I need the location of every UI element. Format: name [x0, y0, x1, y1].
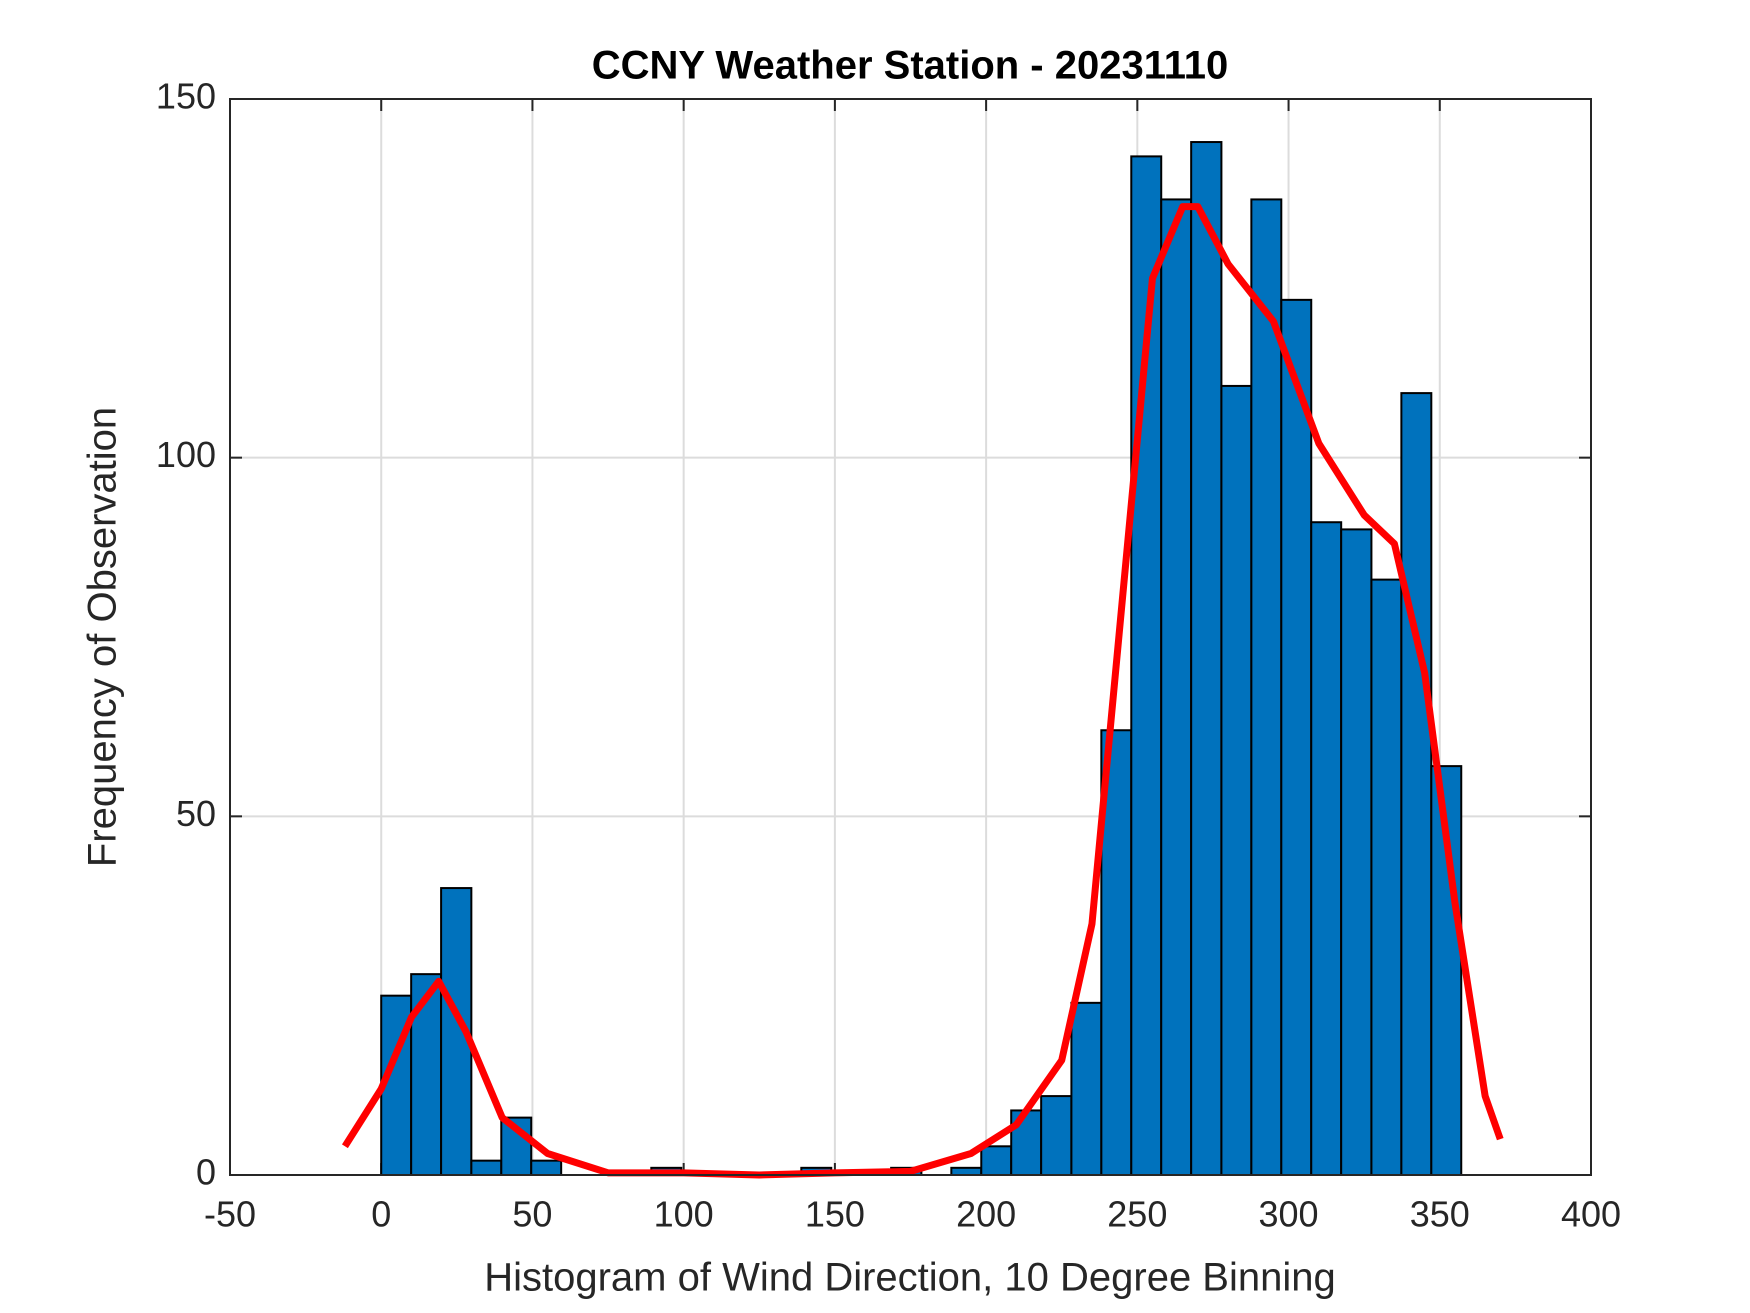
bar: [410, 973, 443, 1176]
x-tick-label: 400: [1561, 1194, 1621, 1235]
bar: [1160, 198, 1193, 1176]
bar: [470, 1159, 503, 1176]
density-curve: [341, 203, 1504, 1179]
bar: [1340, 528, 1373, 1176]
x-tick-label: 50: [512, 1194, 552, 1235]
y-tick-label: 150: [156, 76, 216, 117]
y-tick-label: 100: [156, 434, 216, 475]
x-tick-label: 250: [1107, 1194, 1167, 1235]
x-tick-label: 200: [956, 1194, 1016, 1235]
bar: [530, 1159, 563, 1176]
bar: [1190, 141, 1223, 1176]
x-tick-label: 150: [805, 1194, 865, 1235]
bar: [1370, 578, 1403, 1176]
plot-frame: [229, 98, 1592, 1176]
bar: [1220, 384, 1253, 1176]
x-tick-label: 350: [1410, 1194, 1470, 1235]
bar: [1280, 298, 1313, 1176]
x-tick-label: 300: [1259, 1194, 1319, 1235]
bar: [980, 1145, 1013, 1176]
bar: [1070, 1001, 1103, 1177]
y-axis-label: Frequency of Observation: [81, 407, 125, 867]
chart-title: CCNY Weather Station - 20231110: [592, 44, 1229, 88]
bar: [1040, 1095, 1073, 1177]
x-axis-label: Histogram of Wind Direction, 10 Degree B…: [484, 1256, 1336, 1300]
bar: [950, 1166, 983, 1176]
y-tick-label: 0: [196, 1152, 216, 1193]
x-tick-label: -50: [204, 1194, 256, 1235]
x-tick-label: 0: [371, 1194, 391, 1235]
x-tick-label: 100: [654, 1194, 714, 1235]
bar: [1310, 521, 1343, 1176]
bar: [1250, 198, 1283, 1176]
y-tick-label: 50: [176, 793, 216, 834]
bar: [1400, 392, 1433, 1176]
